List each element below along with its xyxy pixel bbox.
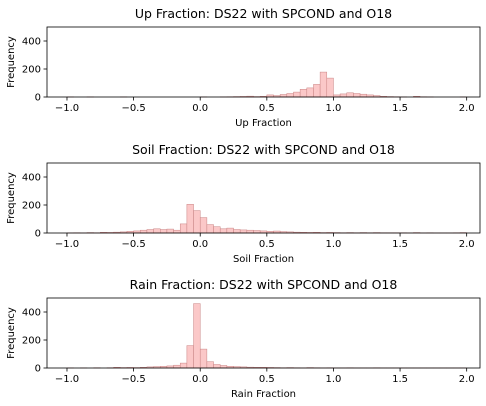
x-tick-label: 1.0 xyxy=(325,374,341,385)
histogram-bar xyxy=(206,224,214,234)
plot-frame xyxy=(46,162,481,234)
histogram-bar xyxy=(199,217,208,234)
histogram-bar xyxy=(319,71,328,98)
y-tick-label: 0 xyxy=(35,364,41,375)
x-tick-label: −1.0 xyxy=(55,103,79,114)
histogram-bar xyxy=(326,77,334,98)
histogram-bar xyxy=(206,361,214,369)
x-tick-label: −0.5 xyxy=(121,103,145,114)
x-axis-label: Soil Fraction xyxy=(233,254,294,265)
chart-title: Soil Fraction: DS22 with SPCOND and O18 xyxy=(132,142,395,157)
chart-title: Up Fraction: DS22 with SPCOND and O18 xyxy=(135,6,392,21)
histogram-bar xyxy=(246,229,254,234)
x-tick-label: 0.0 xyxy=(192,103,208,114)
histogram-bar xyxy=(239,229,248,234)
plot-frame xyxy=(46,26,481,98)
y-axis-label: Frequency xyxy=(6,307,17,359)
histogram-bar xyxy=(346,92,354,98)
histogram-bar xyxy=(199,348,208,369)
x-tick-label: 0.5 xyxy=(259,239,275,250)
histogram-bar xyxy=(213,226,221,234)
histogram-bar xyxy=(233,229,241,234)
histogram-bar xyxy=(313,84,321,98)
histogram-bar xyxy=(186,345,194,369)
y-tick-label: 400 xyxy=(22,308,41,319)
histogram-bar xyxy=(193,210,201,234)
x-tick-label: 1.0 xyxy=(325,103,341,114)
x-tick-label: −1.0 xyxy=(55,374,79,385)
histogram-bar xyxy=(219,228,228,234)
x-tick-label: 2.0 xyxy=(459,374,475,385)
chart-title: Rain Fraction: DS22 with SPCOND and O18 xyxy=(130,277,398,292)
histogram-bar xyxy=(179,362,188,369)
histogram-bar xyxy=(186,204,194,234)
x-axis-label: Up Fraction xyxy=(235,118,292,129)
x-tick-label: 1.5 xyxy=(392,239,408,250)
y-tick-label: 400 xyxy=(22,173,41,184)
histogram-bar xyxy=(146,229,154,234)
histogram-bar xyxy=(173,364,181,369)
histogram-bar xyxy=(160,229,168,234)
histogram-bar xyxy=(179,223,188,234)
x-tick-label: 1.0 xyxy=(325,239,341,250)
y-axis-label: Frequency xyxy=(6,172,17,224)
y-tick-label: 200 xyxy=(22,336,41,347)
histogram-bar xyxy=(286,93,294,98)
x-tick-label: 2.0 xyxy=(459,103,475,114)
x-tick-label: −0.5 xyxy=(121,374,145,385)
y-tick-label: 0 xyxy=(35,93,41,104)
histogram-bar xyxy=(359,93,367,98)
x-tick-label: 1.5 xyxy=(392,103,408,114)
x-tick-label: −0.5 xyxy=(121,239,145,250)
histogram-bar xyxy=(153,228,161,234)
y-axis-label: Frequency xyxy=(6,36,17,88)
y-tick-label: 200 xyxy=(22,65,41,76)
histogram-bar xyxy=(193,303,201,369)
x-tick-label: 0.0 xyxy=(192,239,208,250)
histogram-bar xyxy=(173,229,181,234)
x-tick-label: −1.0 xyxy=(55,239,79,250)
y-tick-label: 400 xyxy=(22,37,41,48)
x-tick-label: 0.0 xyxy=(192,374,208,385)
y-tick-label: 0 xyxy=(35,229,41,240)
x-tick-label: 1.5 xyxy=(392,374,408,385)
x-tick-label: 2.0 xyxy=(459,239,475,250)
histogram-bar xyxy=(339,93,348,98)
histogram-bar xyxy=(213,364,221,369)
histogram-bar xyxy=(353,93,361,98)
y-tick-label: 200 xyxy=(22,201,41,212)
x-tick-label: 0.5 xyxy=(259,374,275,385)
x-axis-label: Rain Fraction xyxy=(231,389,296,400)
plot-frame xyxy=(46,297,481,369)
histogram-bar xyxy=(299,89,308,98)
histogram-panel: −1.0 −0.5 0.0 0.5 1.0 1.5 2.0 0 200 400 Soil Fract… xyxy=(6,142,481,265)
histogram-bar xyxy=(293,91,301,98)
histogram-bar xyxy=(166,228,174,234)
histogram-bar xyxy=(306,87,314,98)
histogram-bar xyxy=(226,227,234,234)
x-tick-label: 0.5 xyxy=(259,103,275,114)
histogram-panel: −1.0 −0.5 0.0 0.5 1.0 1.5 2.0 0 200 400 Rain Fract… xyxy=(6,277,481,400)
histogram-panel: −1.0 −0.5 0.0 0.5 1.0 1.5 2.0 0 200 400 Up Fractio… xyxy=(6,6,481,129)
histogram-bar xyxy=(140,229,148,234)
